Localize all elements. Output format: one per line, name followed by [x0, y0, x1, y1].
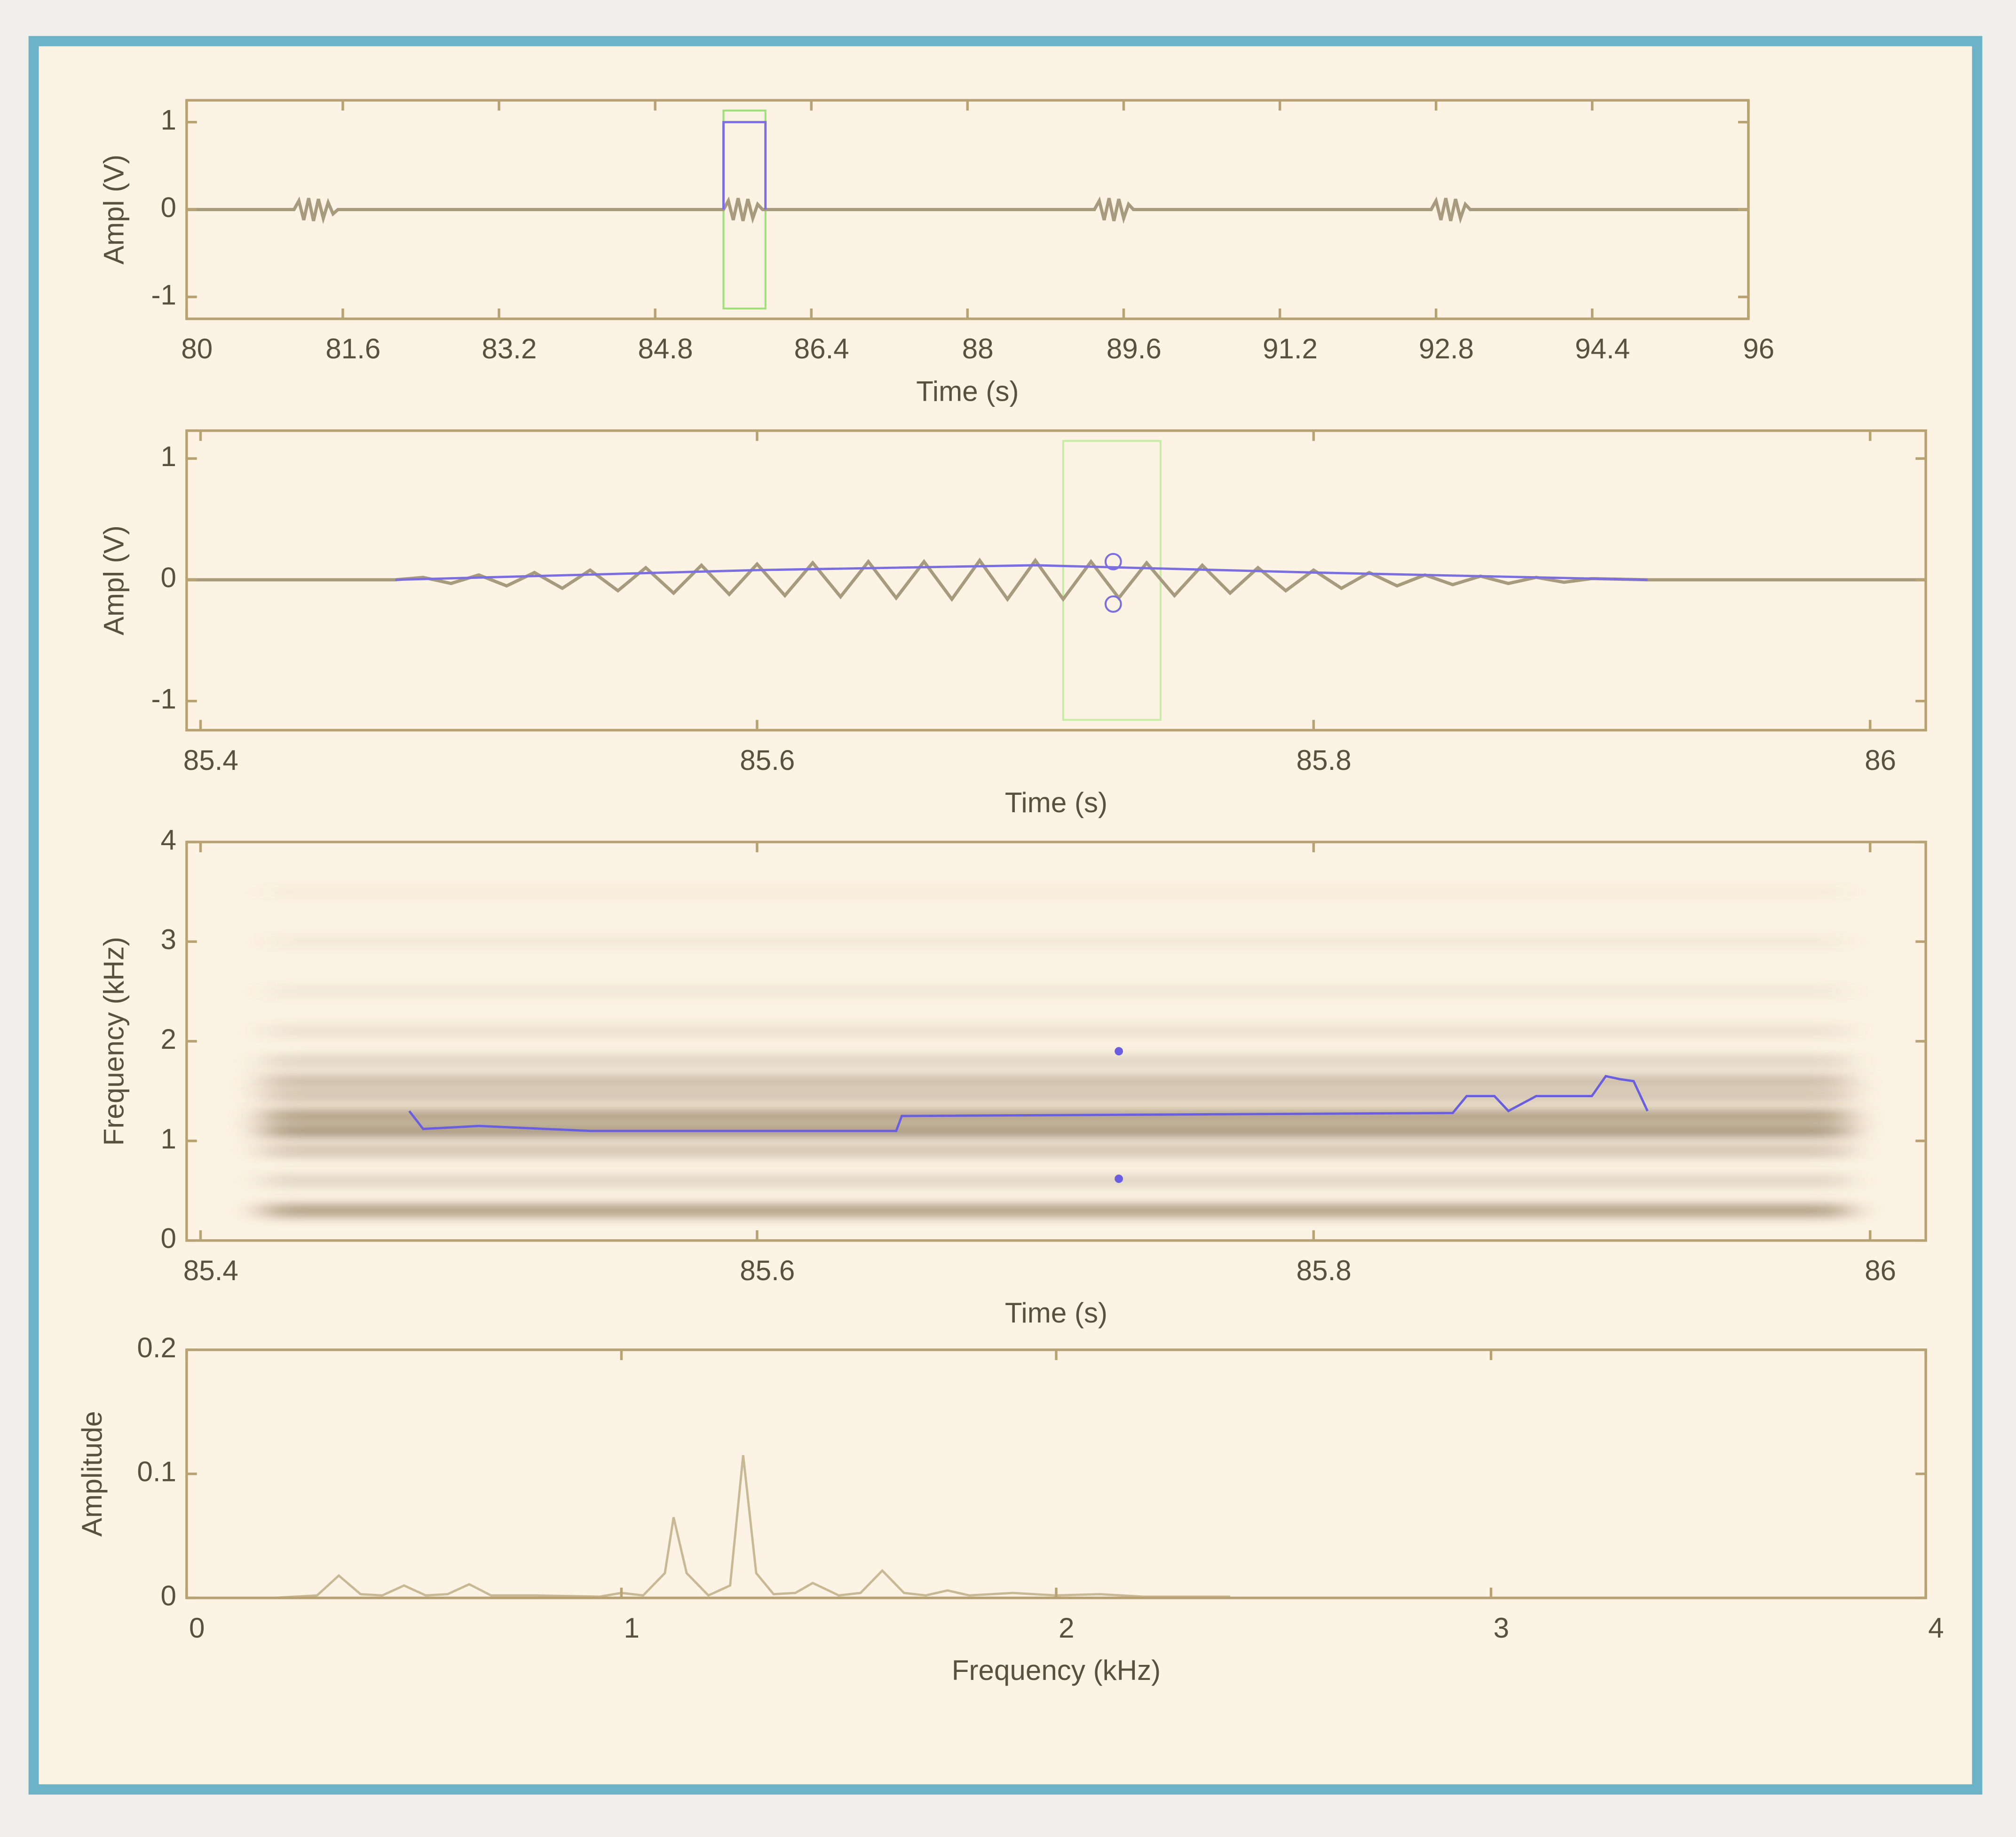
x-tick-label: 0	[189, 1612, 205, 1644]
x-tick-label: 86.4	[794, 333, 849, 364]
series-line	[273, 1455, 1230, 1598]
x-axis-label: Time (s)	[1005, 1297, 1107, 1329]
x-tick-label: 85.8	[1297, 744, 1352, 776]
plots: 80 81.6 83.2 84.8 86.4 88 89.6 91.2 92.8 94.4 96 -1…	[76, 99, 1944, 1686]
spectral-band	[263, 1075, 1849, 1088]
series-line	[186, 557, 1926, 602]
subplot: 80 81.6 83.2 84.8 86.4 88 89.6 91.2 92.8 94.4 96 -1…	[98, 99, 1774, 407]
series-line	[722, 121, 767, 210]
spectral-band	[263, 1025, 1849, 1038]
y-tick-label: 3	[161, 924, 176, 955]
x-tick-label: 1	[624, 1612, 640, 1644]
marker-dot	[1115, 1174, 1123, 1183]
y-tick-label: 0	[161, 191, 176, 223]
spectral-band	[263, 1204, 1849, 1217]
spectral-band	[263, 985, 1849, 998]
spectral-band	[263, 1089, 1849, 1103]
x-tick-label: 86	[1865, 1255, 1896, 1286]
x-tick-label: 80	[181, 333, 213, 364]
x-tick-label: 86	[1865, 744, 1896, 776]
x-tick-label: 89.6	[1107, 333, 1162, 364]
y-tick-label: 0.2	[137, 1332, 176, 1363]
marker-circle	[1104, 553, 1122, 570]
y-tick-label: 4	[161, 824, 176, 855]
panel-frame	[28, 36, 1983, 1795]
subplot: 85.4 85.6 85.8 86 0 1 2 3 4 Time (s) Frequency (kH…	[98, 824, 1927, 1329]
spectral-band	[263, 1174, 1849, 1188]
x-tick-label: 81.6	[325, 333, 380, 364]
x-tick-label: 94.4	[1575, 333, 1630, 364]
y-tick-label: 0.1	[137, 1456, 176, 1488]
y-tick-label: 1	[161, 104, 176, 136]
y-tick-label: -1	[151, 683, 176, 715]
y-tick-label: 0	[161, 1223, 176, 1254]
y-axis-label: Ampl (V)	[98, 155, 129, 265]
x-tick-label: 85.6	[740, 1255, 795, 1286]
x-tick-label: 85.4	[183, 744, 238, 776]
y-tick-label: 0	[161, 562, 176, 594]
x-tick-label: 84.8	[638, 333, 693, 364]
y-tick-label: 2	[161, 1023, 176, 1055]
x-axis-label: Time (s)	[1005, 787, 1107, 818]
x-tick-label: 96	[1743, 333, 1774, 364]
plot-area	[186, 440, 1926, 721]
plot-area	[263, 885, 1849, 1217]
spectral-band	[263, 935, 1849, 948]
x-tick-label: 2	[1059, 1612, 1074, 1644]
x-tick-label: 3	[1494, 1612, 1509, 1644]
spectral-band	[263, 1054, 1849, 1068]
y-axis-label: Ampl (V)	[98, 525, 129, 635]
x-tick-label: 4	[1928, 1612, 1944, 1644]
series-line	[408, 1075, 1649, 1132]
x-axis-label: Time (s)	[916, 375, 1019, 407]
x-tick-label: 83.2	[482, 333, 537, 364]
subplot: 0 1 2 3 4 0 0.1 0.2 Frequency (kHz) Amplitude	[76, 1332, 1944, 1686]
series-line	[186, 196, 1748, 224]
x-tick-label: 91.2	[1263, 333, 1318, 364]
y-tick-label: 0	[161, 1580, 176, 1611]
spectral-band	[263, 1124, 1849, 1138]
y-tick-label: 1	[161, 441, 176, 472]
x-axis-label: Frequency (kHz)	[952, 1655, 1161, 1686]
subplot: 85.4 85.6 85.8 86 -1 0 1 Time (s) Ampl (V)	[98, 429, 1927, 818]
x-tick-label: 85.6	[740, 744, 795, 776]
y-axis-label: Frequency (kHz)	[98, 937, 129, 1146]
spectral-band	[263, 885, 1849, 898]
plot-area	[186, 110, 1748, 310]
y-tick-label: 1	[161, 1123, 176, 1155]
x-tick-label: 85.4	[183, 1255, 238, 1286]
marker-dot	[1115, 1047, 1123, 1056]
y-axis-label: Amplitude	[76, 1411, 108, 1536]
spectral-band	[263, 1144, 1849, 1157]
series-line	[395, 564, 1648, 581]
y-tick-label: -1	[151, 279, 176, 310]
x-tick-label: 88	[962, 333, 994, 364]
plot-area	[273, 1455, 1230, 1598]
x-tick-label: 92.8	[1419, 333, 1474, 364]
x-tick-label: 85.8	[1297, 1255, 1352, 1286]
marker-circle	[1104, 595, 1122, 613]
